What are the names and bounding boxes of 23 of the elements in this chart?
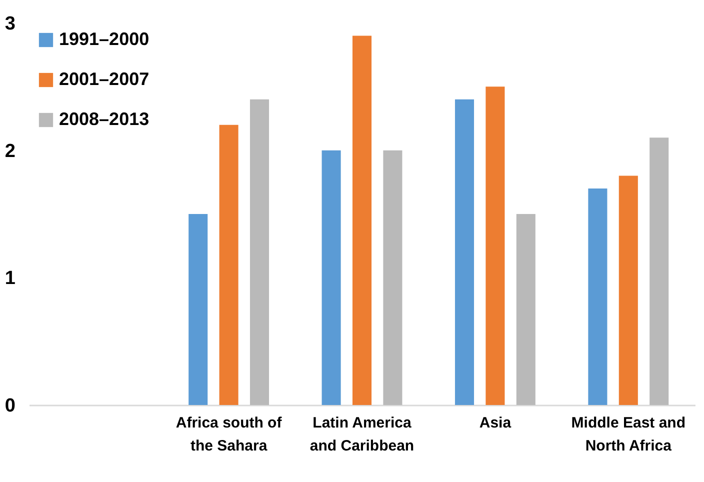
bar	[352, 36, 372, 405]
bar	[188, 214, 208, 405]
bar	[516, 214, 536, 405]
x-tick-label: Latin America and Caribbean	[310, 414, 414, 454]
bar	[322, 150, 341, 405]
bar	[588, 188, 608, 405]
y-tick-label: 2	[4, 140, 16, 162]
x-tick-label: Africa south of the Sahara	[176, 414, 283, 454]
legend-label: 2008–2013	[59, 109, 150, 129]
bar	[486, 86, 505, 405]
bar	[650, 138, 669, 405]
legend-label: 1991–2000	[59, 29, 150, 49]
bar	[618, 176, 638, 405]
y-tick-label: 0	[4, 396, 16, 416]
y-tick-label: 1	[4, 268, 16, 290]
x-tick-label: Asia	[479, 414, 512, 432]
legend-label: 2001–2007	[59, 69, 150, 89]
bar	[250, 99, 270, 405]
bar	[383, 150, 402, 405]
y-tick-label: 3	[4, 14, 16, 34]
bar	[454, 99, 474, 405]
x-tick-label: Middle East and North Africa	[571, 414, 686, 454]
bar	[219, 124, 238, 405]
